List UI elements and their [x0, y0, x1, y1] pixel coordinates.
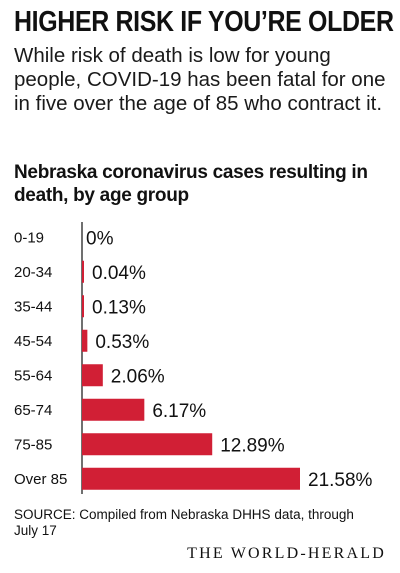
- bar: [82, 433, 213, 456]
- dek-text: While risk of death is low for young peo…: [14, 44, 386, 115]
- bar: [82, 364, 103, 387]
- bar: [82, 260, 84, 283]
- chart-title: Nebraska coronavirus cases resulting in …: [14, 162, 368, 206]
- category-label: 55-64: [14, 367, 52, 384]
- category-label: 35-44: [14, 298, 52, 315]
- value-label: 21.58%: [308, 470, 373, 491]
- value-label: 0.53%: [95, 332, 149, 353]
- category-label: 75-85: [14, 436, 52, 453]
- category-label: 0-19: [14, 229, 44, 246]
- category-label: Over 85: [14, 471, 67, 488]
- category-label: 20-34: [14, 264, 52, 281]
- category-label: 65-74: [14, 402, 52, 419]
- bar-chart: 0-19 0% 20-34 0.04% 35-44 0.13% 45-54 0.53% 55-6…: [14, 222, 373, 494]
- value-label: 2.06%: [111, 366, 165, 387]
- bar: [82, 398, 145, 421]
- value-label: 0.04%: [92, 263, 146, 284]
- publication-logo: THE WORLD-HERALD: [187, 545, 386, 562]
- source-note: SOURCE: Compiled from Nebraska DHHS data…: [14, 507, 354, 538]
- value-label: 12.89%: [220, 435, 285, 456]
- bar: [82, 295, 84, 318]
- value-label: 6.17%: [152, 401, 206, 422]
- value-label: 0%: [86, 228, 114, 249]
- bar: [82, 467, 300, 490]
- bar: [82, 329, 88, 352]
- value-label: 0.13%: [92, 297, 146, 318]
- category-label: 45-54: [14, 333, 52, 350]
- headline: HIGHER RISK IF YOU’RE OLDER: [14, 6, 394, 38]
